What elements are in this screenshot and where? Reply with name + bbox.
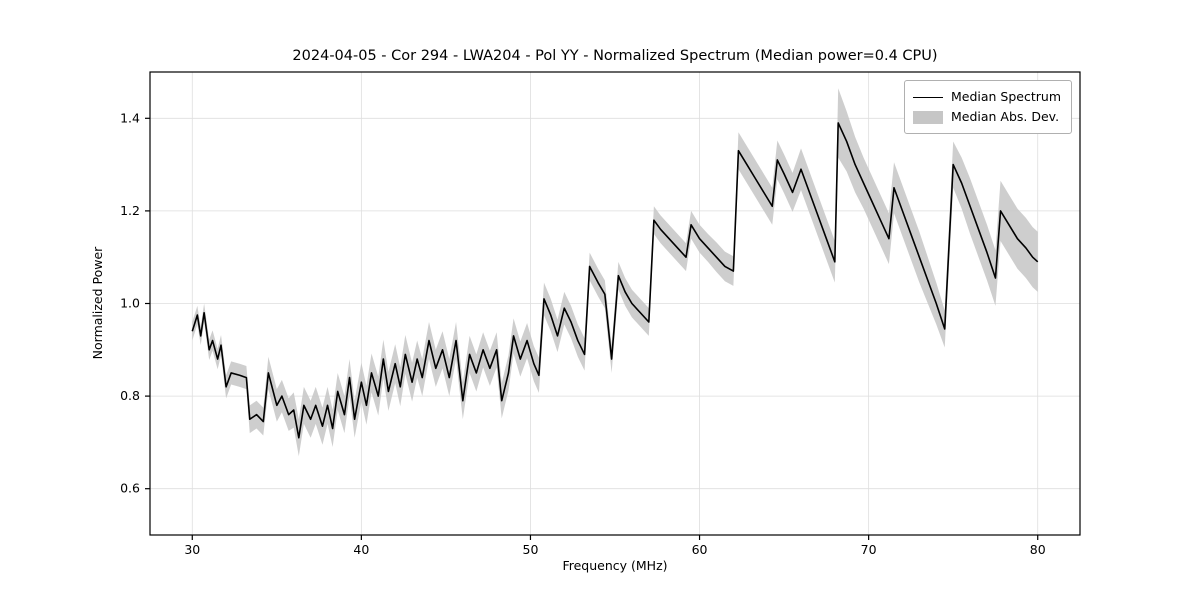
y-tick-label: 1.0: [120, 296, 140, 311]
y-tick-label: 1.4: [120, 110, 140, 125]
chart-title: 2024-04-05 - Cor 294 - LWA204 - Pol YY -…: [292, 48, 938, 64]
x-tick-label: 80: [1030, 542, 1046, 557]
legend-item-median-abs-dev: Median Abs. Dev.: [912, 107, 1061, 127]
y-tick-label: 1.2: [120, 203, 140, 218]
y-tick-label: 0.6: [120, 481, 140, 496]
x-tick-label: 50: [523, 542, 539, 557]
legend: Median Spectrum Median Abs. Dev.: [903, 80, 1072, 134]
x-axis-label: Frequency (MHz): [562, 558, 668, 573]
legend-label-median-abs-dev: Median Abs. Dev.: [950, 109, 1060, 124]
x-tick-label: 40: [353, 542, 369, 557]
median-spectrum-line: [191, 122, 1039, 439]
y-tick-label: 0.8: [120, 388, 140, 403]
x-tick-label: 70: [861, 542, 877, 557]
x-tick-label: 60: [692, 542, 708, 557]
x-tick-label: 30: [184, 542, 200, 557]
legend-label-median-spectrum: Median Spectrum: [950, 89, 1061, 104]
legend-patch-swatch: [912, 110, 943, 124]
legend-item-median-spectrum: Median Spectrum: [912, 87, 1061, 107]
legend-line-swatch: [912, 96, 943, 98]
